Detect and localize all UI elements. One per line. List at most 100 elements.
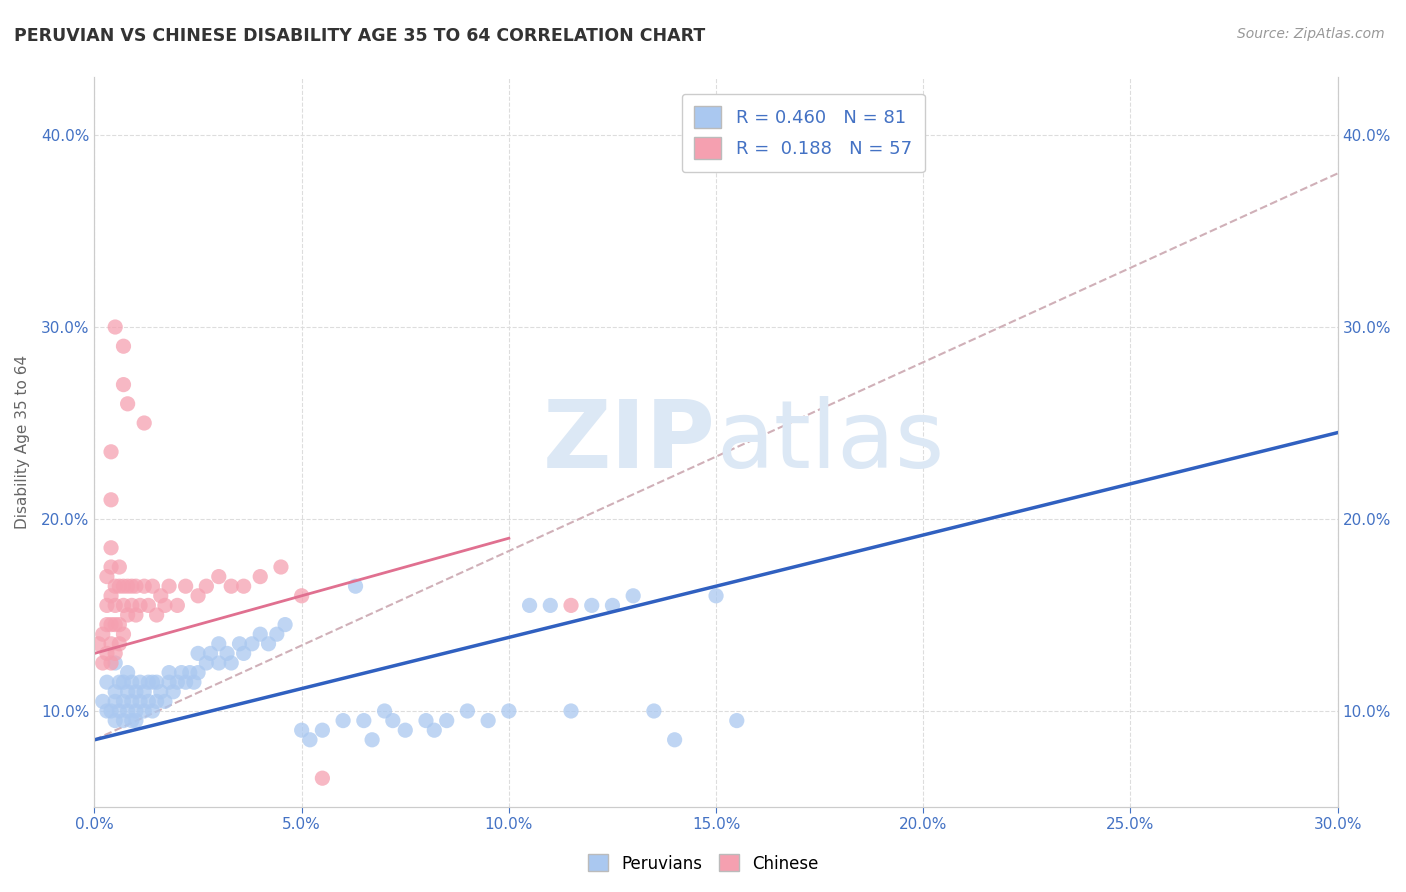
Point — [96, 569, 118, 583]
Point — [291, 589, 314, 603]
Point — [96, 704, 118, 718]
Point — [121, 694, 143, 708]
Point — [125, 714, 148, 728]
Point — [108, 704, 131, 718]
Point — [153, 694, 176, 708]
Point — [134, 685, 156, 699]
Point — [249, 627, 271, 641]
Point — [249, 569, 271, 583]
Point — [125, 607, 148, 622]
Point — [381, 714, 404, 728]
Point — [117, 397, 139, 411]
Point — [560, 704, 582, 718]
Point — [96, 617, 118, 632]
Point — [423, 723, 446, 738]
Point — [179, 665, 201, 680]
Point — [725, 714, 748, 728]
Point — [498, 704, 520, 718]
Point — [232, 579, 254, 593]
Point — [117, 704, 139, 718]
Point — [270, 560, 292, 574]
Point — [104, 617, 127, 632]
Point — [91, 694, 114, 708]
Point — [183, 675, 205, 690]
Point — [217, 647, 239, 661]
Point — [125, 704, 148, 718]
Point — [157, 665, 180, 680]
Point — [353, 714, 375, 728]
Point — [100, 445, 122, 459]
Point — [104, 579, 127, 593]
Legend: R = 0.460   N = 81, R =  0.188   N = 57: R = 0.460 N = 81, R = 0.188 N = 57 — [682, 94, 925, 172]
Point — [112, 599, 135, 613]
Point — [129, 599, 152, 613]
Point — [117, 665, 139, 680]
Point — [581, 599, 603, 613]
Point — [125, 685, 148, 699]
Point — [104, 656, 127, 670]
Point — [112, 579, 135, 593]
Point — [129, 694, 152, 708]
Point — [121, 579, 143, 593]
Point — [112, 377, 135, 392]
Y-axis label: Disability Age 35 to 64: Disability Age 35 to 64 — [15, 355, 30, 529]
Text: atlas: atlas — [716, 396, 945, 488]
Point — [141, 704, 163, 718]
Point — [187, 589, 209, 603]
Point — [394, 723, 416, 738]
Point — [332, 714, 354, 728]
Point — [274, 617, 297, 632]
Point — [121, 675, 143, 690]
Point — [138, 675, 160, 690]
Point — [456, 704, 478, 718]
Point — [145, 694, 167, 708]
Point — [138, 599, 160, 613]
Point — [219, 656, 242, 670]
Point — [374, 704, 396, 718]
Point — [149, 685, 172, 699]
Point — [96, 599, 118, 613]
Point — [195, 579, 218, 593]
Point — [125, 579, 148, 593]
Point — [174, 675, 197, 690]
Point — [108, 579, 131, 593]
Point — [117, 579, 139, 593]
Point — [104, 714, 127, 728]
Point — [91, 656, 114, 670]
Point — [361, 732, 384, 747]
Point — [436, 714, 458, 728]
Point — [100, 541, 122, 555]
Point — [157, 675, 180, 690]
Point — [104, 320, 127, 334]
Point — [298, 732, 321, 747]
Point — [117, 685, 139, 699]
Point — [195, 656, 218, 670]
Point — [104, 694, 127, 708]
Point — [153, 599, 176, 613]
Text: Source: ZipAtlas.com: Source: ZipAtlas.com — [1237, 27, 1385, 41]
Point — [100, 492, 122, 507]
Point — [141, 579, 163, 593]
Point — [129, 675, 152, 690]
Point — [149, 589, 172, 603]
Point — [96, 675, 118, 690]
Point — [141, 675, 163, 690]
Point — [108, 675, 131, 690]
Point — [96, 647, 118, 661]
Point — [138, 694, 160, 708]
Point — [208, 637, 231, 651]
Point — [187, 647, 209, 661]
Point — [291, 723, 314, 738]
Point — [108, 617, 131, 632]
Point — [134, 704, 156, 718]
Point — [145, 675, 167, 690]
Point — [112, 627, 135, 641]
Point — [228, 637, 250, 651]
Point — [100, 704, 122, 718]
Point — [415, 714, 437, 728]
Point — [121, 599, 143, 613]
Point — [104, 685, 127, 699]
Point — [602, 599, 624, 613]
Point — [108, 637, 131, 651]
Point — [208, 569, 231, 583]
